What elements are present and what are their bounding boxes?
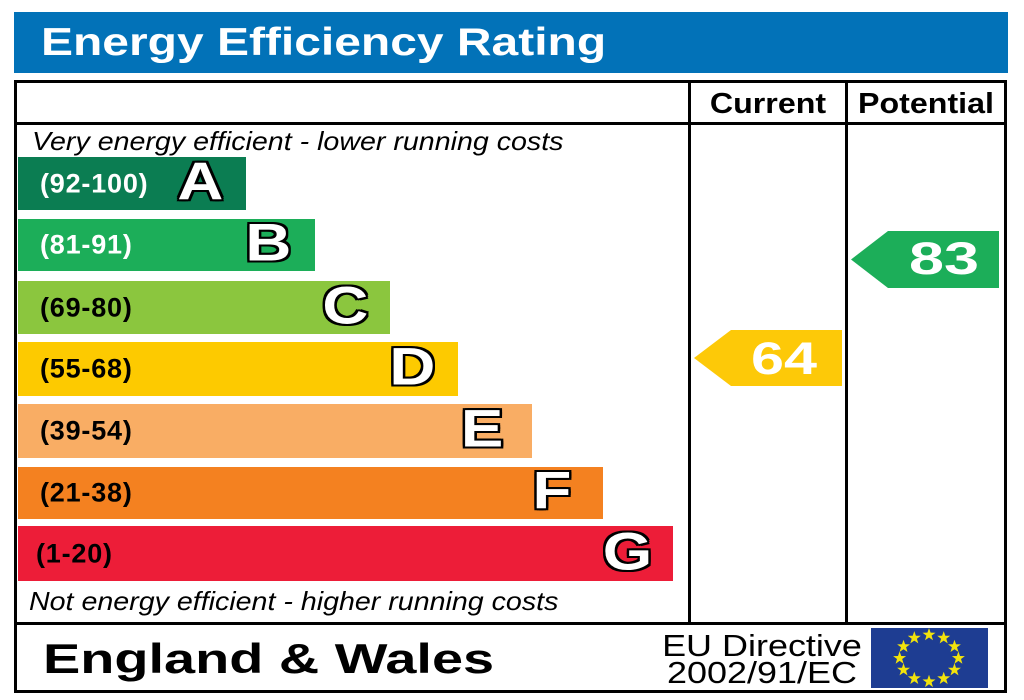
svg-text:83: 83 — [909, 233, 979, 284]
svg-text:64: 64 — [751, 333, 817, 384]
